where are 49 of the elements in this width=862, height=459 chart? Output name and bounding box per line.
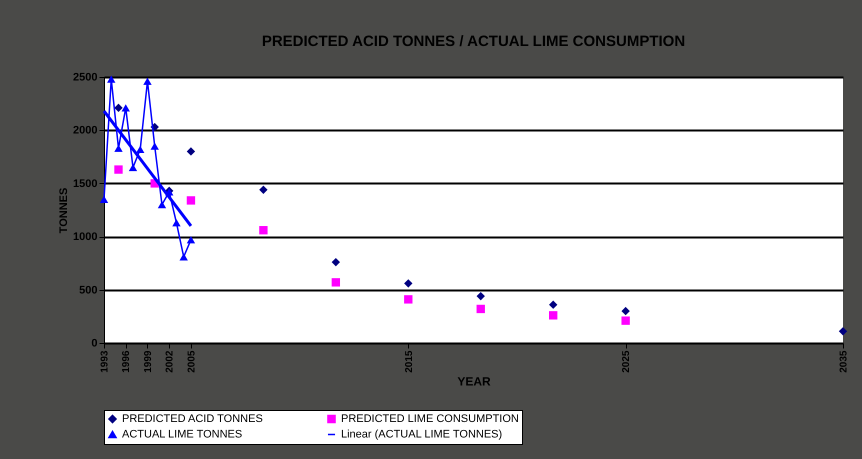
y-tick-label: 2500 bbox=[73, 72, 98, 84]
point bbox=[100, 196, 108, 203]
point bbox=[122, 104, 130, 112]
point bbox=[114, 104, 123, 112]
point bbox=[549, 311, 558, 320]
y-tick-label: 1000 bbox=[73, 231, 98, 244]
point bbox=[158, 201, 166, 208]
chart-title: PREDICTED ACID TONNES / ACTUAL LIME CONSUMPTION bbox=[262, 33, 686, 50]
x-tick-label: 2015 bbox=[404, 350, 415, 373]
point bbox=[150, 142, 159, 150]
point bbox=[621, 316, 630, 325]
point bbox=[476, 304, 485, 314]
point bbox=[838, 327, 848, 336]
point bbox=[180, 253, 188, 260]
point bbox=[259, 186, 268, 194]
point bbox=[259, 226, 268, 234]
x-tick-label: 2002 bbox=[164, 350, 176, 373]
point bbox=[404, 295, 412, 304]
x-tick-label: 1993 bbox=[100, 350, 110, 373]
y-tick-label: 1500 bbox=[73, 178, 98, 190]
x-tick-label: 2035 bbox=[838, 350, 850, 373]
point bbox=[172, 219, 181, 226]
legend-label: ACTUAL LIME TONNES bbox=[122, 428, 242, 440]
point bbox=[186, 147, 196, 156]
x-tick-label: 1996 bbox=[121, 350, 132, 373]
point bbox=[186, 196, 196, 205]
point bbox=[621, 306, 630, 316]
legend-label: PREDICTED LIME CONSUMPTION bbox=[341, 412, 519, 425]
y-tick-label: 0 bbox=[91, 338, 98, 350]
y-tick-label: 2000 bbox=[73, 124, 98, 137]
point bbox=[143, 78, 152, 85]
point bbox=[332, 278, 340, 287]
point bbox=[136, 146, 144, 153]
y-axis-title: TONNES bbox=[58, 188, 70, 234]
x-tick-label: 1999 bbox=[142, 350, 154, 373]
point bbox=[114, 165, 123, 174]
point bbox=[549, 300, 558, 309]
y-tick-label: 500 bbox=[79, 284, 98, 296]
x-tick-label: 2025 bbox=[621, 350, 632, 373]
point bbox=[186, 236, 196, 244]
legend-label: PREDICTED ACID TONNES bbox=[122, 412, 263, 425]
x-tick-label: 2005 bbox=[186, 350, 198, 373]
point bbox=[476, 292, 485, 300]
point bbox=[128, 164, 138, 172]
point bbox=[404, 279, 412, 288]
x-axis-title: YEAR bbox=[457, 374, 491, 389]
legend-label: Linear (ACTUAL LIME TONNES) bbox=[341, 428, 502, 440]
point bbox=[332, 258, 340, 266]
point bbox=[107, 76, 116, 83]
